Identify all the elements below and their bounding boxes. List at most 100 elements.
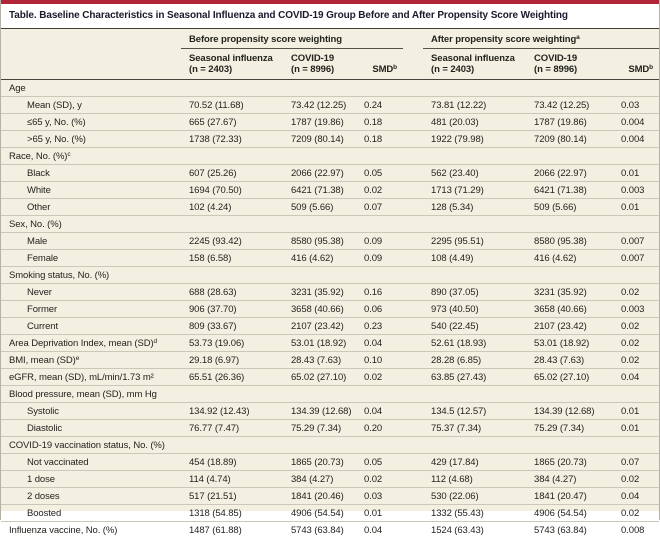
cell-smd: 0.003 xyxy=(613,182,659,199)
column-header-influenza-before: Seasonal influenza (n = 2403) xyxy=(181,49,283,80)
cell-smd: 0.01 xyxy=(613,165,659,182)
column-gap xyxy=(403,216,423,233)
title-block: Table. Baseline Characteristics in Seaso… xyxy=(1,4,659,29)
row-label: 2 doses xyxy=(1,488,181,505)
row-label: Area Deprivation Index, mean (SD)d xyxy=(1,335,181,352)
cell-value: 52.61 (18.93) xyxy=(423,335,526,352)
baseline-characteristics-table: Before propensity score weighting After … xyxy=(1,29,659,538)
cell-value: 509 (5.66) xyxy=(526,199,613,216)
row-label: Boosted xyxy=(1,505,181,522)
cell-value: 128 (5.34) xyxy=(423,199,526,216)
cell-value: 63.85 (27.43) xyxy=(423,369,526,386)
cell-smd: 0.007 xyxy=(613,250,659,267)
section-row: Blood pressure, mean (SD), mm Hg xyxy=(1,386,659,403)
cell-value: 530 (22.06) xyxy=(423,488,526,505)
table-row: >65 y, No. (%)1738 (72.33)7209 (80.14)0.… xyxy=(1,131,659,148)
cell-smd: 0.18 xyxy=(356,114,403,131)
cell-value: 384 (4.27) xyxy=(526,471,613,488)
cell-value xyxy=(526,148,613,165)
cell-smd: 0.10 xyxy=(356,352,403,369)
column-gap xyxy=(403,267,423,284)
cell-value: 7209 (80.14) xyxy=(526,131,613,148)
cell-smd: 0.18 xyxy=(356,131,403,148)
cell-value: 75.29 (7.34) xyxy=(526,420,613,437)
cell-value: 134.5 (12.57) xyxy=(423,403,526,420)
row-label: Influenza vaccine, No. (%) xyxy=(1,522,181,538)
cell-value: 3231 (35.92) xyxy=(283,284,356,301)
cell-smd: 0.003 xyxy=(613,301,659,318)
row-label: Male xyxy=(1,233,181,250)
cell-value: 1694 (70.50) xyxy=(181,182,283,199)
column-gap xyxy=(403,420,423,437)
row-label: Sex, No. (%) xyxy=(1,216,181,233)
cell-value: 1318 (54.85) xyxy=(181,505,283,522)
column-header-row: Seasonal influenza (n = 2403) COVID-19 (… xyxy=(1,49,659,80)
column-gap xyxy=(403,437,423,454)
cell-smd: 0.02 xyxy=(613,318,659,335)
table-row: Influenza vaccine, No. (%)1487 (61.88)57… xyxy=(1,522,659,538)
row-label: >65 y, No. (%) xyxy=(1,131,181,148)
section-row: Smoking status, No. (%) xyxy=(1,267,659,284)
cell-value: 73.42 (12.25) xyxy=(526,97,613,114)
row-label: Not vaccinated xyxy=(1,454,181,471)
cell-smd xyxy=(613,386,659,403)
cell-value: 688 (28.63) xyxy=(181,284,283,301)
table-header: Before propensity score weighting After … xyxy=(1,29,659,80)
cell-value: 75.29 (7.34) xyxy=(283,420,356,437)
cell-value: 53.73 (19.06) xyxy=(181,335,283,352)
cell-value: 1841 (20.47) xyxy=(526,488,613,505)
cell-value: 8580 (95.38) xyxy=(283,233,356,250)
column-header-smd-after: SMDb xyxy=(613,49,659,80)
cell-value: 75.37 (7.34) xyxy=(423,420,526,437)
row-label: eGFR, mean (SD), mL/min/1.73 m² xyxy=(1,369,181,386)
cell-smd: 0.04 xyxy=(356,403,403,420)
cell-value: 509 (5.66) xyxy=(283,199,356,216)
cell-value: 28.28 (6.85) xyxy=(423,352,526,369)
cell-value xyxy=(423,216,526,233)
cell-smd: 0.06 xyxy=(356,301,403,318)
cell-smd xyxy=(356,267,403,284)
cell-smd: 0.007 xyxy=(613,233,659,250)
cell-smd xyxy=(356,80,403,97)
cell-value: 158 (6.58) xyxy=(181,250,283,267)
cell-value: 429 (17.84) xyxy=(423,454,526,471)
group-after-label: After propensity score weighting xyxy=(431,34,576,45)
row-label: Blood pressure, mean (SD), mm Hg xyxy=(1,386,181,403)
cell-smd: 0.02 xyxy=(613,471,659,488)
cell-value: 53.01 (18.92) xyxy=(283,335,356,352)
section-row: COVID-19 vaccination status, No. (%) xyxy=(1,437,659,454)
cell-value: 1787 (19.86) xyxy=(283,114,356,131)
column-gap xyxy=(403,335,423,352)
row-label: Never xyxy=(1,284,181,301)
cell-smd: 0.16 xyxy=(356,284,403,301)
cell-value: 7209 (80.14) xyxy=(283,131,356,148)
cell-value xyxy=(283,80,356,97)
cell-value xyxy=(423,148,526,165)
cell-value: 5743 (63.84) xyxy=(526,522,613,538)
cell-value: 1922 (79.98) xyxy=(423,131,526,148)
cell-value xyxy=(526,216,613,233)
cell-value: 6421 (71.38) xyxy=(283,182,356,199)
column-gap xyxy=(403,80,423,97)
cell-value: 73.81 (12.22) xyxy=(423,97,526,114)
cell-smd: 0.07 xyxy=(613,454,659,471)
cell-smd: 0.03 xyxy=(356,488,403,505)
column-gap xyxy=(403,386,423,403)
cell-smd: 0.01 xyxy=(356,505,403,522)
section-row: Sex, No. (%) xyxy=(1,216,659,233)
group-header-after: After propensity score weightinga xyxy=(423,29,659,49)
cell-smd: 0.02 xyxy=(356,471,403,488)
cell-smd: 0.02 xyxy=(613,505,659,522)
cell-smd xyxy=(613,80,659,97)
cell-smd: 0.04 xyxy=(613,488,659,505)
cell-value: 1841 (20.46) xyxy=(283,488,356,505)
column-gap xyxy=(403,522,423,538)
cell-smd: 0.02 xyxy=(613,352,659,369)
column-gap xyxy=(403,97,423,114)
